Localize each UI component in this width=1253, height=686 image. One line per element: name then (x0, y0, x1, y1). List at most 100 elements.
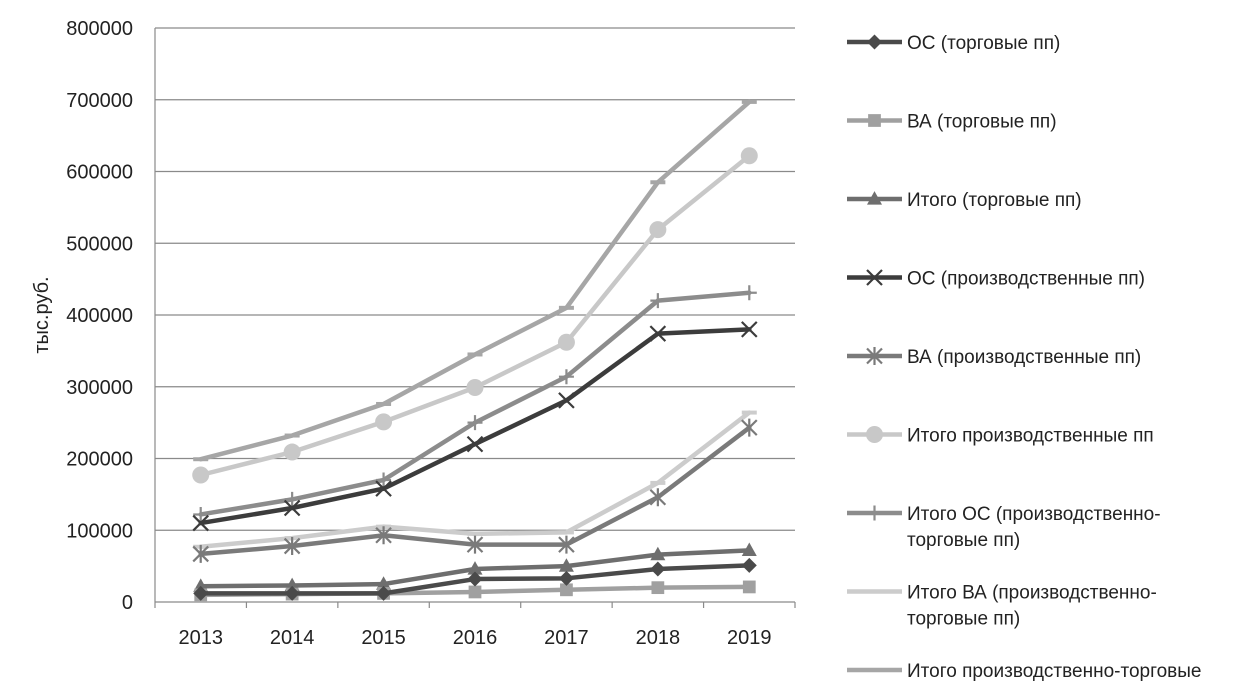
legend-label: торговые пп) (907, 530, 1020, 551)
legend-item: Итого ОС (производственно-торговые пп) (847, 504, 1161, 551)
series (193, 285, 757, 522)
data-point (467, 415, 483, 431)
data-point (649, 488, 667, 507)
gridlines (155, 27, 795, 531)
data-point (192, 544, 209, 563)
data-point (558, 369, 574, 385)
series-line (198, 99, 752, 462)
data-point (192, 514, 209, 532)
series-group (192, 99, 758, 602)
legend-label: ОС (торговые пп) (907, 33, 1060, 54)
data-point (867, 34, 882, 50)
legend-label: торговые пп) (907, 609, 1020, 630)
data-point (376, 472, 392, 488)
series (193, 557, 757, 601)
data-point (283, 499, 301, 517)
data-point (466, 535, 484, 554)
series (192, 418, 758, 563)
y-tick-label: 800000 (66, 18, 133, 40)
legend-item: ВА (торговые пп) (847, 112, 1057, 133)
y-axis: 0 100000 200000 300000 400000 500000 600000 700… (66, 18, 156, 614)
legend-label: ОС (производственные пп) (907, 269, 1145, 290)
data-point (557, 333, 575, 351)
legend: ОС (торговые пп) ВА (торговые пп) Итого (т… (847, 33, 1201, 682)
y-tick-label: 600000 (66, 162, 133, 184)
data-point (866, 426, 883, 443)
x-tick-label: 2016 (453, 627, 498, 649)
y-axis-label: тыс.руб. (31, 276, 53, 353)
series (192, 147, 758, 484)
data-point (558, 535, 575, 554)
data-point (192, 466, 210, 484)
data-point (376, 576, 392, 590)
x-tick-label: 2019 (727, 627, 772, 649)
data-point (741, 418, 758, 437)
x-tick-label: 2018 (636, 627, 681, 649)
data-point (375, 413, 393, 431)
data-point (560, 583, 573, 597)
data-point (868, 114, 881, 127)
x-tick-label: 2015 (361, 627, 406, 649)
y-tick-label: 500000 (66, 233, 133, 255)
data-point (466, 435, 484, 453)
y-tick-label: 700000 (66, 90, 133, 112)
data-point (467, 561, 483, 575)
legend-label: Итого производственно-торговые (907, 661, 1201, 682)
y-tick-label: 200000 (66, 449, 133, 471)
data-point (558, 570, 574, 586)
data-point (375, 526, 392, 545)
data-point (375, 480, 392, 497)
legend-label: Итого производственные пп (907, 426, 1154, 447)
data-point (650, 546, 666, 561)
data-point (466, 378, 484, 396)
data-point (284, 585, 300, 601)
data-point (741, 542, 757, 556)
data-point (284, 491, 300, 507)
series (193, 99, 757, 462)
series (193, 410, 757, 550)
x-axis: 2013 2014 2015 2016 2017 2018 2019 (154, 601, 796, 649)
data-point (193, 506, 209, 522)
legend-item: Итого ВА (производственно-торговые пп) (847, 583, 1157, 630)
x-tick-label: 2014 (270, 627, 315, 649)
legend-label: Итого (торговые пп) (907, 190, 1082, 211)
x-tick-label: 2013 (178, 627, 223, 649)
data-point (867, 505, 882, 521)
data-point (467, 571, 483, 587)
data-point (866, 269, 883, 286)
data-point (650, 293, 666, 309)
legend-item: ОС (производственные пп) (847, 269, 1145, 290)
y-tick-label: 0 (122, 592, 133, 614)
legend-label: ВА (торговые пп) (907, 112, 1057, 133)
data-point (650, 561, 666, 577)
data-point (558, 392, 575, 409)
data-point (741, 557, 757, 573)
legend-item: Итого производственные пп (847, 426, 1154, 447)
data-point (283, 537, 301, 556)
legend-label: ВА (производственные пп) (907, 347, 1141, 368)
data-point (867, 191, 882, 205)
legend-label: Итого ОС (производственно- (907, 504, 1161, 525)
y-tick-label: 100000 (66, 520, 133, 542)
legend-item: ВА (производственные пп) (847, 347, 1141, 368)
data-point (741, 285, 757, 301)
y-tick-label: 400000 (66, 305, 133, 327)
data-point (376, 585, 392, 601)
data-point (649, 221, 667, 239)
series (192, 321, 758, 532)
series-line (198, 410, 752, 550)
legend-item: Итого (торговые пп) (847, 190, 1082, 211)
data-point (558, 558, 574, 572)
data-point (283, 443, 301, 461)
series-line (198, 290, 752, 517)
data-point (193, 585, 209, 601)
data-point (740, 147, 758, 165)
data-point (651, 581, 665, 595)
y-tick-label: 300000 (66, 377, 133, 399)
legend-item: ОС (торговые пп) (847, 33, 1060, 54)
legend-label: Итого ВА (производственно- (907, 583, 1157, 604)
data-point (649, 325, 667, 342)
data-point (468, 585, 482, 599)
